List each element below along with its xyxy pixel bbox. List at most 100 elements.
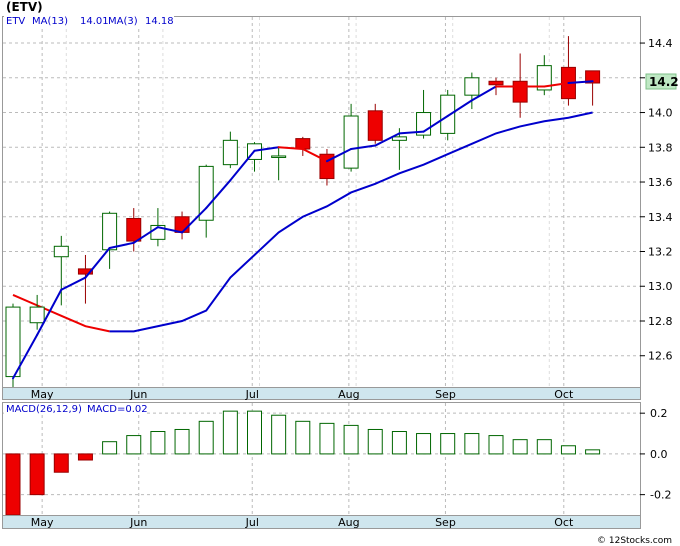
candle-body bbox=[343, 115, 359, 169]
candle-body bbox=[29, 306, 45, 324]
candle-body bbox=[102, 212, 118, 251]
ma3-segment bbox=[108, 241, 135, 250]
chart-title: (ETV) bbox=[6, 0, 43, 14]
price-month-label: Jun bbox=[129, 388, 147, 401]
price-month-label: May bbox=[31, 388, 54, 401]
candle-body bbox=[295, 138, 311, 150]
macd-value-label: MACD=0.02 bbox=[87, 404, 148, 415]
macd-bar bbox=[416, 433, 432, 455]
ma3-segment bbox=[181, 207, 208, 234]
price-month-label: Aug bbox=[338, 388, 359, 401]
legend-background bbox=[4, 14, 174, 27]
ma3-segment bbox=[205, 179, 232, 210]
price-ytick-label: 13.0 bbox=[648, 280, 673, 293]
macd-legend-background bbox=[4, 403, 144, 415]
macd-bar bbox=[440, 433, 456, 455]
price-month-label: Sep bbox=[435, 388, 456, 401]
macd-ytick-label: -0.2 bbox=[650, 489, 671, 502]
candle-body bbox=[367, 110, 383, 141]
ma3-segment bbox=[470, 85, 497, 102]
ma3-segment bbox=[60, 276, 87, 291]
macd-month-label: May bbox=[31, 516, 54, 529]
macd-bar bbox=[271, 414, 287, 455]
candle-body bbox=[222, 139, 238, 166]
ma3-segment bbox=[398, 130, 425, 135]
candle-body bbox=[391, 136, 407, 141]
macd-month-label: Oct bbox=[554, 516, 574, 529]
price-month-strip bbox=[2, 387, 641, 400]
price-ytick-label: 13.6 bbox=[648, 176, 673, 189]
macd-month-label: Sep bbox=[435, 516, 456, 529]
ma3-segment bbox=[84, 247, 111, 279]
macd-bar bbox=[222, 410, 238, 455]
candle-body bbox=[585, 70, 601, 84]
macd-plot-border bbox=[2, 402, 641, 516]
ma3-segment bbox=[301, 148, 328, 163]
macd-bar bbox=[174, 428, 190, 455]
macd-bar bbox=[198, 420, 214, 455]
legend-ma13-name: MA(13) bbox=[32, 16, 68, 27]
macd-bar bbox=[343, 424, 359, 455]
price-x-axis: May Jun Jul Aug Sep Oct bbox=[31, 388, 574, 401]
ma13-line bbox=[109, 111, 593, 333]
macd-bar bbox=[150, 431, 166, 455]
candle-body bbox=[53, 245, 69, 258]
price-month-label: Jul bbox=[245, 388, 259, 401]
macd-bar bbox=[536, 439, 552, 455]
macd-indicator-label: MACD(26,12,9) bbox=[6, 404, 82, 415]
candle-body bbox=[488, 80, 504, 86]
price-ytick-label: 12.8 bbox=[648, 315, 673, 328]
ma3-segment bbox=[350, 144, 377, 151]
macd-y-axis: 0.2 0.0 -0.2 bbox=[640, 407, 671, 502]
macd-bar bbox=[391, 431, 407, 455]
ma3-segment bbox=[253, 146, 280, 152]
legend-ma3-value: 14.18 bbox=[145, 16, 174, 27]
macd-bar bbox=[560, 445, 576, 455]
ma3-segment bbox=[132, 226, 159, 244]
macd-bar bbox=[5, 453, 21, 516]
legend-ma3-name: MA(3) bbox=[108, 16, 138, 27]
ma3-segment bbox=[156, 226, 184, 234]
macd-bar bbox=[367, 428, 383, 455]
ma3-segment bbox=[422, 115, 449, 133]
price-ytick-label: 13.2 bbox=[648, 246, 673, 259]
candle-body bbox=[198, 165, 214, 221]
macd-bar bbox=[295, 420, 311, 455]
ma3-segment bbox=[229, 149, 256, 182]
candle-body bbox=[512, 80, 528, 103]
macd-month-label: Jun bbox=[129, 516, 147, 529]
macd-bar bbox=[126, 435, 142, 455]
macd-bars bbox=[5, 410, 601, 516]
watermark: © 12Stocks.com bbox=[597, 536, 672, 546]
ma13-early-line bbox=[12, 294, 110, 333]
price-ytick-label: 13.4 bbox=[648, 211, 673, 224]
ma13-early-red-line bbox=[12, 294, 110, 333]
macd-ytick-label: 0.2 bbox=[650, 407, 668, 420]
macd-bar bbox=[102, 441, 118, 455]
macd-month-label: Jul bbox=[245, 516, 259, 529]
macd-bar bbox=[247, 410, 262, 455]
candle-body bbox=[271, 155, 287, 158]
candles bbox=[5, 36, 601, 387]
candle-body bbox=[174, 216, 190, 233]
price-y-axis: 12.612.813.013.213.413.613.814.014.214.4 bbox=[640, 37, 673, 363]
macd-bar bbox=[464, 433, 480, 455]
ma3-segment bbox=[446, 99, 473, 118]
last-price-tag: 14.2 bbox=[645, 73, 679, 90]
ma3-segment bbox=[567, 80, 594, 85]
ma3-segment bbox=[325, 148, 353, 163]
macd-month-strip bbox=[2, 515, 641, 529]
price-ytick-label: 14.0 bbox=[648, 107, 673, 120]
price-grid bbox=[3, 17, 640, 387]
macd-bar bbox=[77, 453, 93, 461]
ma3-segment bbox=[374, 132, 401, 147]
macd-x-axis: May Jun Jul Aug Sep Oct bbox=[31, 516, 574, 529]
candle-body bbox=[464, 77, 480, 96]
candle-body bbox=[126, 218, 142, 242]
ma3-segment bbox=[36, 288, 63, 336]
price-ytick-label: 13.8 bbox=[648, 141, 673, 154]
price-ytick-label: 12.6 bbox=[648, 350, 673, 363]
price-month-label: Oct bbox=[554, 388, 574, 401]
legend-ma13-value: 14.01 bbox=[80, 16, 109, 27]
